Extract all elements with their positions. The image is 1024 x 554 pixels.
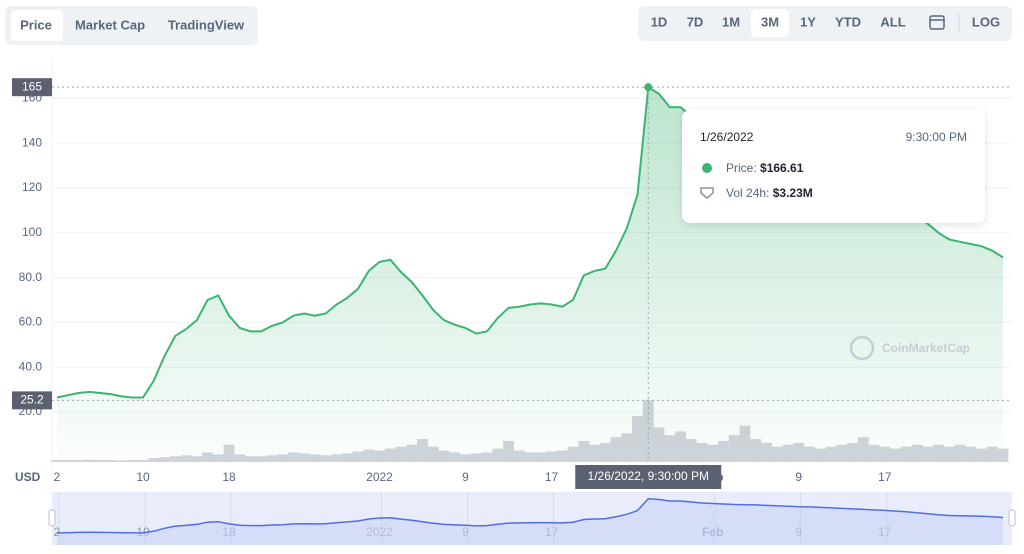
tooltip-vol-icon — [700, 187, 714, 199]
tooltip-date: 1/26/2022 — [700, 130, 754, 144]
tooltip-vol: Vol 24h: $3.23M — [726, 186, 813, 200]
tooltip — [682, 110, 985, 223]
tooltip-price: Price: $166.61 — [726, 161, 804, 175]
low-line-label: 25.2 — [20, 393, 44, 407]
x-tick-label: 18 — [222, 470, 236, 484]
tab-group — [5, 6, 258, 45]
range-selected[interactable] — [751, 9, 789, 37]
currency-label: USD — [15, 470, 41, 484]
navigator-handle-left[interactable] — [48, 509, 56, 527]
navigator-handle-right[interactable] — [1008, 509, 1016, 527]
tooltip-time: 9:30:00 PM — [906, 130, 967, 144]
tooltip-price-name: Price: — [726, 161, 757, 175]
tooltip-axis-box — [575, 465, 722, 489]
x-tick-label: 17 — [878, 470, 892, 484]
x-tick-label: 2022 — [366, 470, 393, 484]
calendar-icon[interactable] — [929, 15, 945, 30]
x-tick-label: 2 — [54, 470, 61, 484]
navigator-line — [56, 498, 1004, 534]
tab[interactable]: Price — [20, 17, 52, 32]
hover-point — [644, 83, 653, 92]
range-button[interactable]: 1D — [651, 14, 668, 29]
watermark: CoinMarketCap — [882, 341, 970, 355]
x-tick-label: 17 — [545, 470, 559, 484]
high-line-label: 165 — [22, 79, 42, 93]
log-button[interactable]: LOG — [972, 14, 1000, 29]
low-line-box — [12, 391, 52, 410]
range-button[interactable]: 1Y — [800, 14, 816, 29]
y-tick-label: 140 — [22, 135, 42, 149]
y-tick-label: 40.0 — [19, 359, 43, 373]
tab[interactable]: Market Cap — [75, 17, 145, 32]
tab[interactable]: TradingView — [168, 17, 245, 32]
x-tick-label: 9 — [462, 470, 469, 484]
range-group — [638, 6, 1012, 41]
x-tick-label: 10 — [136, 470, 150, 484]
tooltip-vol-name: Vol 24h: — [726, 186, 769, 200]
range-button[interactable]: ALL — [880, 14, 905, 29]
navigator-area — [57, 498, 1003, 545]
range-button[interactable]: 1M — [722, 14, 740, 29]
y-tick-label: 60.0 — [19, 315, 43, 329]
y-tick-label: 80.0 — [19, 270, 43, 284]
range-button[interactable]: YTD — [835, 14, 861, 29]
y-tick-label: 120 — [22, 180, 42, 194]
tooltip-axis-label: 1/26/2022, 9:30:00 PM — [588, 469, 709, 483]
tooltip-vol-value: $3.23M — [773, 186, 813, 200]
range-button[interactable]: 7D — [687, 14, 704, 29]
tab-selected[interactable] — [11, 10, 63, 41]
y-tick-label: 100 — [22, 225, 42, 239]
watermark-logo — [849, 335, 875, 361]
tooltip-price-dot — [702, 163, 712, 173]
range-button[interactable]: 3M — [761, 14, 779, 29]
high-line-box — [12, 78, 52, 97]
x-tick-label: 9 — [795, 470, 802, 484]
tooltip-price-value: $166.61 — [760, 161, 804, 175]
